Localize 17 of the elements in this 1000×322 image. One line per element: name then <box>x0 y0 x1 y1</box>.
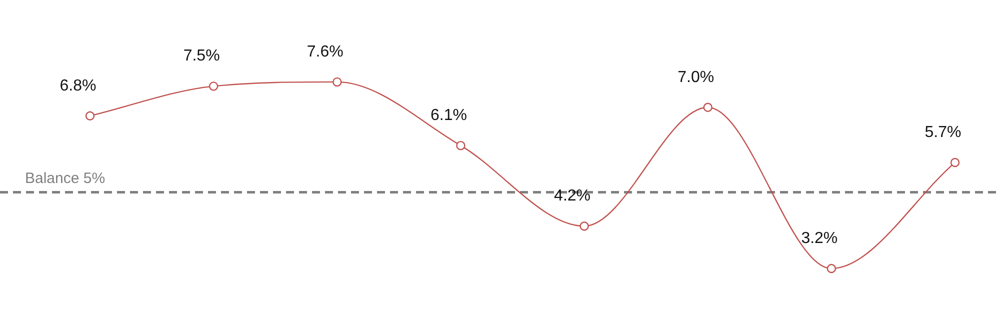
data-label: 7.6% <box>306 43 344 60</box>
data-label: 6.1% <box>430 106 467 124</box>
point <box>950 158 960 168</box>
point <box>332 77 342 87</box>
data-label: 4.2% <box>554 188 591 205</box>
data-label: 7.0% <box>678 68 714 86</box>
point <box>85 111 95 120</box>
ref-line-label: Balance 5% <box>25 170 106 187</box>
point <box>826 264 836 274</box>
point <box>580 222 589 231</box>
data-label: 7.5% <box>183 48 220 65</box>
data-label: 6.8% <box>60 77 96 94</box>
point <box>456 140 466 150</box>
data-label: 5.7% <box>924 124 962 141</box>
data-label: 3.2% <box>801 230 838 247</box>
point <box>703 102 712 112</box>
point <box>208 82 218 91</box>
